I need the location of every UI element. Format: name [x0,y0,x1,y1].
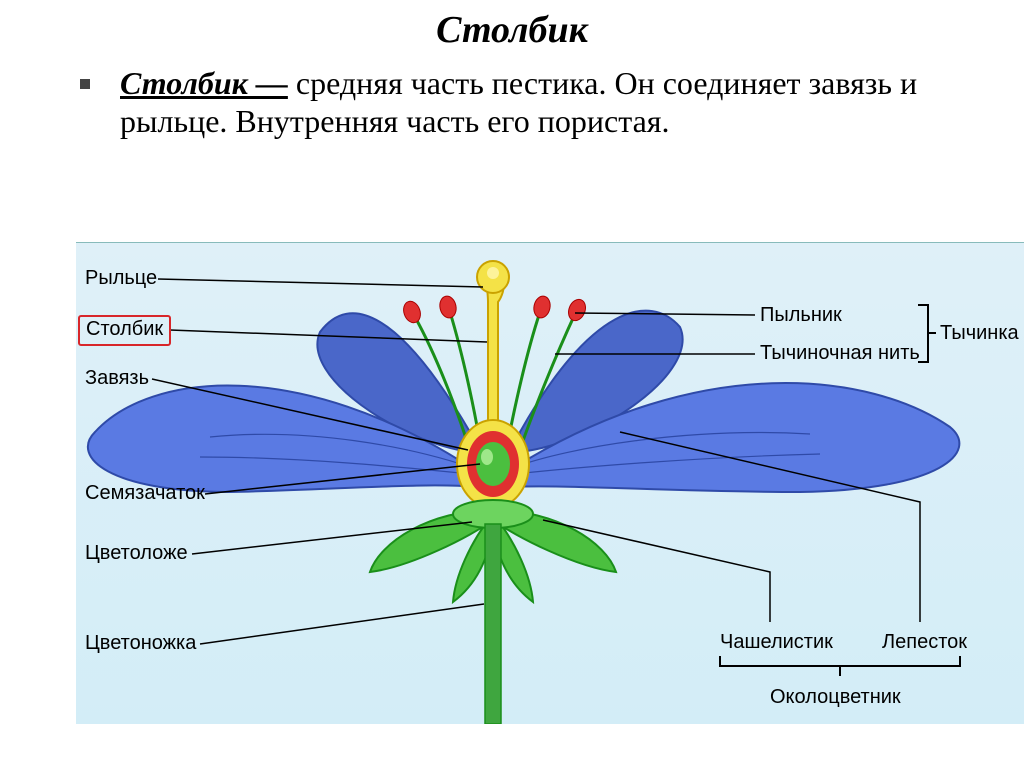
label-anther: Пыльник [760,304,842,327]
label-filament: Тычиночная нить [760,342,920,365]
stem [485,524,501,724]
label-ovary: Завязь [85,367,149,390]
flower-diagram: Рыльце Столбик Завязь Семязачаток Цветол… [0,242,1024,724]
page-title: Столбик [0,0,1024,52]
term: Столбик — [120,65,288,101]
label-petal: Лепесток [882,631,967,654]
label-sepal: Чашелистик [720,631,833,654]
label-peduncle: Цветоножка [85,632,196,655]
definition-block: Столбик — средняя часть пестика. Он соед… [0,52,1024,141]
label-receptacle: Цветоложе [85,542,188,565]
label-style: Столбик [78,315,171,346]
label-perianth: Околоцветник [770,686,901,709]
label-ovule: Семязачаток [85,482,205,505]
bullet-icon [80,79,90,89]
label-stamen: Тычинка [940,322,1019,345]
label-stigma: Рыльце [85,267,157,290]
